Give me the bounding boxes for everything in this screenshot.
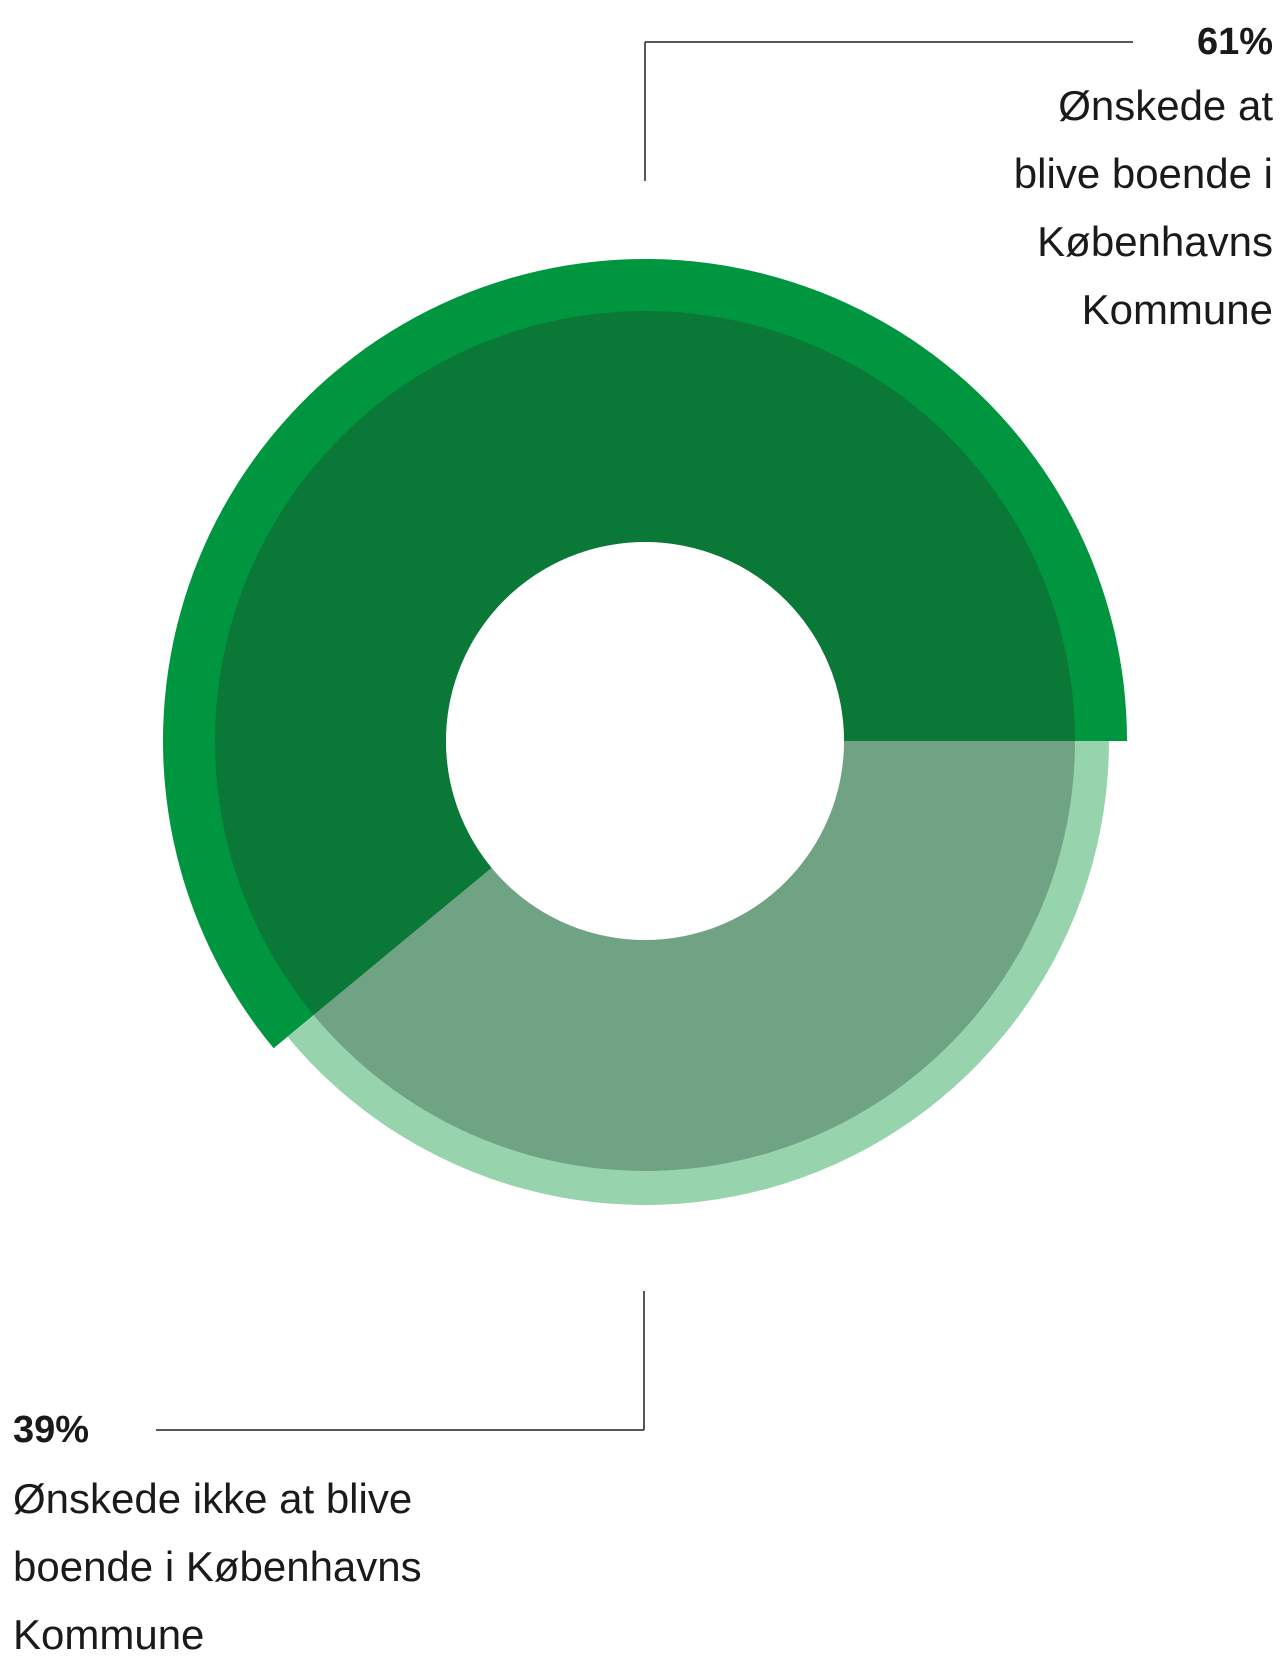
- donut-segment: [287, 741, 1110, 1205]
- donut-segment: [163, 259, 1128, 1049]
- value-label: 61%: [1196, 21, 1273, 63]
- donut: [163, 259, 1128, 1205]
- value-label: 39%: [13, 1409, 90, 1451]
- category-label: Ønskede at blive boende i Københavns Kom…: [1013, 82, 1273, 333]
- category-label: Ønskede ikke at blive boende i København…: [13, 1475, 422, 1658]
- donut-hole: [446, 542, 844, 940]
